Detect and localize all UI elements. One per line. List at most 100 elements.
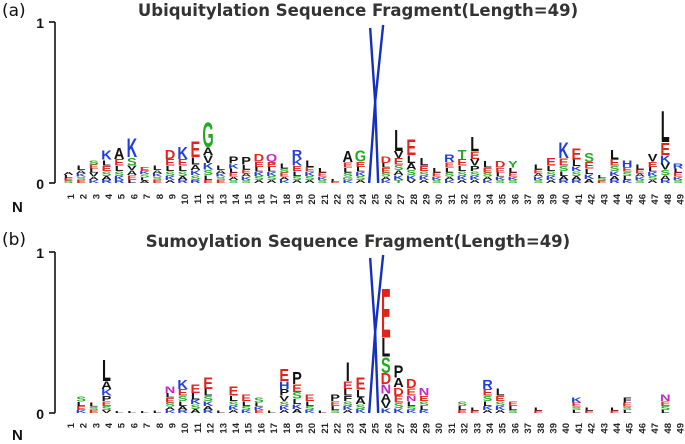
- x-tick-b-14: 14: [231, 422, 242, 433]
- logo-letter-a-12-6: G: [202, 115, 213, 154]
- x-tick-a-16: 16: [256, 194, 267, 205]
- logo-letter-a-14-3: L: [229, 168, 238, 174]
- logo-letter-a-46-2: A: [635, 173, 646, 178]
- x-tick-a-15: 15: [244, 193, 255, 204]
- logo-letter-a-49-0: S: [673, 179, 683, 184]
- x-tick-a-28: 28: [409, 194, 420, 205]
- x-tick-b-8: 8: [155, 423, 166, 428]
- logo-letter-b-15-0: K: [241, 409, 252, 414]
- logo-letter-b-26-2: A: [381, 391, 392, 404]
- logo-letter-a-32-4: E: [457, 157, 467, 167]
- logo-letter-a-38-2: A: [533, 173, 544, 178]
- logo-letter-a-44-2: K: [609, 170, 621, 177]
- logo-letter-a-11-1: S: [190, 175, 200, 182]
- logo-letter-b-19-3: S: [292, 390, 302, 400]
- logo-letter-a-42-1: K: [584, 174, 596, 181]
- logo-letter-a-6-1: E: [127, 175, 137, 182]
- logo-letter-b-11-4: E: [190, 382, 200, 396]
- logo-letter-b-26-6: L: [381, 333, 390, 363]
- logo-letter-a-19-5: R: [292, 146, 303, 161]
- logo-letter-a-28-5: E: [406, 135, 416, 160]
- x-tick-labels-b: 1 2 3 4 5 6 7 8 9 10 11 12 13 14 15 16 17 18 19 20 21 22 23 24 2…: [66, 422, 685, 433]
- logo-letter-a-27-1: K: [393, 175, 405, 182]
- logo-letter-a-30-0: S: [432, 179, 442, 184]
- panel-label-b: (b): [2, 230, 26, 250]
- center-marker-a: [367, 24, 385, 184]
- logo-letter-a-35-0: S: [495, 179, 505, 184]
- logo-letter-b-28-2: L: [407, 400, 416, 407]
- logo-letter-b-4-0: V: [102, 409, 113, 414]
- logo-letter-b-26-5: S: [381, 353, 391, 378]
- logo-letter-b-33-1: L: [470, 407, 479, 412]
- center-marker-stroke-right-a: [367, 24, 385, 184]
- logo-letter-a-11-5: E: [190, 137, 200, 162]
- logo-letter-b-27-0: K: [393, 408, 405, 415]
- center-marker-stroke-right-b: [367, 254, 385, 414]
- logo-letter-a-44-1: A: [609, 175, 620, 181]
- logo-letter-a-13-2: K: [215, 173, 226, 178]
- logo-letter-a-6-3: V: [127, 165, 137, 172]
- logo-letter-a-40-3: S: [559, 164, 569, 173]
- logo-letter-a-46-0: S: [635, 179, 645, 184]
- logo-letter-a-28-0: V: [406, 179, 417, 184]
- x-tick-a-40: 40: [561, 194, 572, 205]
- logo-letter-b-19-1: K: [292, 404, 304, 411]
- logo-letter-a-46-4: L: [635, 163, 644, 172]
- logo-letter-a-3-4: E: [89, 164, 99, 170]
- chart-title-a: Ubiquitylation Sequence Fragment(Length=…: [138, 1, 578, 20]
- logo-letter-b-17-0: L: [267, 410, 277, 414]
- logo-letter-a-4-4: L: [102, 159, 111, 168]
- logo-letter-b-12-1: A: [203, 405, 214, 411]
- logo-letter-b-9-1: A: [165, 406, 176, 411]
- y-tick-0-b: 0: [36, 406, 44, 422]
- x-tick-b-39: 39: [548, 423, 559, 434]
- x-axis-label-a: N: [12, 199, 23, 216]
- logo-letter-a-9-1: K: [165, 175, 176, 181]
- x-tick-b-7: 7: [142, 423, 153, 428]
- logo-letter-b-42-1: L: [585, 407, 594, 412]
- logo-letter-b-29-0: K: [419, 409, 430, 414]
- logo-letter-a-6-5: K: [127, 134, 138, 164]
- logo-letter-b-2-3: S: [76, 395, 86, 404]
- logo-letter-a-43-1: S: [597, 178, 607, 182]
- x-tick-a-47: 47: [650, 194, 661, 205]
- logo-letter-a-38-3: E: [533, 169, 543, 175]
- x-tick-a-25: 25: [371, 193, 382, 204]
- x-tick-a-10: 10: [180, 194, 191, 205]
- logo-letter-b-11-2: K: [190, 399, 202, 406]
- logo-letter-b-28-5: D: [406, 376, 417, 391]
- logo-letter-b-23-1: K: [342, 405, 353, 411]
- logo-letter-a-7-0: A: [139, 180, 150, 184]
- x-tick-a-8: 8: [155, 194, 166, 199]
- logo-letter-b-36-2: E: [508, 400, 518, 407]
- logo-letter-a-4-3: E: [102, 164, 112, 173]
- logo-letter-a-12-0: E: [203, 179, 213, 184]
- logo-letter-a-15-1: K: [241, 176, 252, 181]
- logo-letter-a-3-3: L: [89, 168, 98, 174]
- logo-letter-b-35-4: L: [496, 387, 505, 398]
- center-marker-b: [367, 254, 385, 414]
- logo-letter-b-11-1: S: [190, 404, 200, 411]
- logo-letter-b-45-2: E: [622, 402, 632, 408]
- logo-letter-a-24-1: S: [356, 175, 366, 181]
- logo-letter-a-21-0: S: [317, 179, 327, 184]
- logo-letter-a-31-4: E: [444, 161, 454, 170]
- logo-letter-a-23-0: K: [342, 179, 353, 184]
- logo-letter-b-22-2: E: [330, 400, 340, 407]
- chart-title-b: Sumoylation Sequence Fragment(Length=49): [146, 232, 570, 251]
- x-tick-a-45: 45: [625, 193, 636, 204]
- logo-letter-a-44-5: L: [610, 146, 619, 161]
- x-tick-a-31: 31: [447, 193, 458, 204]
- y-tick-1-a: 1: [36, 15, 44, 31]
- logo-letter-a-29-3: E: [419, 164, 429, 173]
- x-tick-a-19: 19: [294, 194, 305, 205]
- x-tick-a-37: 37: [523, 194, 534, 205]
- logo-letter-a-6-4: S: [127, 155, 137, 168]
- logo-letter-a-48-1: A: [660, 175, 671, 182]
- x-tick-b-3: 3: [91, 423, 102, 428]
- logo-letter-b-36-0: S: [508, 409, 518, 414]
- x-tick-a-21: 21: [320, 193, 331, 204]
- logo-letter-b-24-4: E: [356, 374, 366, 394]
- logo-letter-a-35-1: K: [495, 176, 506, 181]
- logo-letter-b-22-0: S: [330, 409, 340, 414]
